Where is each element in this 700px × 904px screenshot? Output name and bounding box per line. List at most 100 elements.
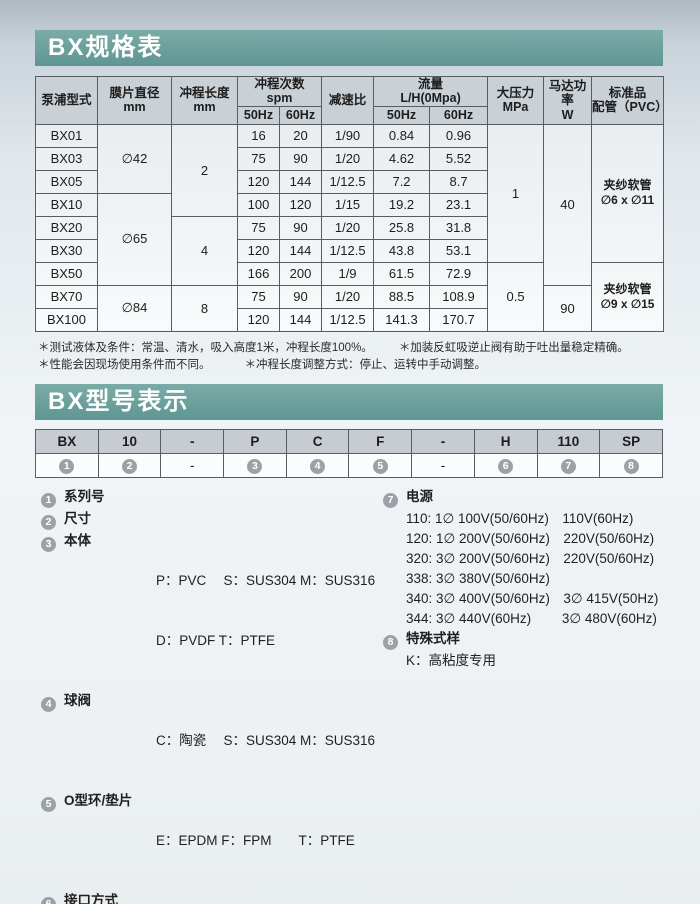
voltage-option: 340: 3∅ 400V(50/60Hz) 3∅ 415V(50Hz) <box>406 590 659 606</box>
legend-label: 球阀 <box>64 692 91 708</box>
voltage-option: 344: 3∅ 440V(60Hz) 3∅ 480V(60Hz) <box>406 610 657 626</box>
legend-codes-line: D：PVDF T：PTFE <box>156 632 276 648</box>
cell-flow60: 0.96 <box>429 123 489 148</box>
model-number-table: BX 10 - P C F - H 110 SP 1 2 - 3 4 5 - 6… <box>35 428 663 478</box>
legend-label: O型环/垫片 <box>64 792 133 808</box>
col-header-stroke-rate: 冲程次数 spm <box>236 76 323 107</box>
special-option: K：高粘度专用 <box>406 652 497 668</box>
section-title-spec: BX规格表 <box>35 30 663 66</box>
cell-flow50: 0.84 <box>373 123 431 148</box>
cell-spm60: 90 <box>278 284 323 309</box>
legend-label: 接口方式 <box>64 892 118 904</box>
marker-3: 3 <box>223 452 287 478</box>
legend-item-connection: 6 接口方式 F：法兰式 H：软管式 K：牙口 U：由令式 <box>41 891 383 904</box>
cell-ratio: 1/20 <box>321 284 375 309</box>
cell-spm50: 75 <box>237 284 280 309</box>
cell-spm60: 200 <box>278 261 323 286</box>
cell-flow60: 8.7 <box>429 169 489 194</box>
cell-flow50: 43.8 <box>373 238 431 263</box>
cell-model: BX05 <box>35 169 98 194</box>
cell-flow60: 108.9 <box>429 284 489 309</box>
cell-spm50: 166 <box>237 261 280 286</box>
cell-spm50: 100 <box>237 192 280 217</box>
legend-codes-line: P：PVC S：SUS304 M：SUS316 <box>156 572 376 588</box>
marker-8: 8 <box>599 452 663 478</box>
spec-footnotes: ＊测试液体及条件：常温、清水，吸入高度1米，冲程长度100%。 ＊加装反虹吸逆止… <box>35 340 663 374</box>
col-header-standard-piping: 标准品 配管（PVC） <box>591 76 668 125</box>
footnote-performance: ＊性能会因现场使用条件而不同。 <box>38 358 211 371</box>
footnote-test-conditions: ＊测试液体及条件：常温、清水，吸入高度1米，冲程长度100%。 <box>38 341 373 354</box>
code-valve: C <box>285 428 350 454</box>
cell-spm50: 120 <box>237 238 280 263</box>
cell-piping-large: 夹纱软管 ∅9 x ∅15 <box>591 261 665 332</box>
cell-flow60: 170.7 <box>429 307 489 332</box>
code-special: SP <box>599 428 663 454</box>
cell-flow50: 19.2 <box>373 192 431 217</box>
col-header-diaphragm-diameter: 膜片直径 mm <box>97 76 172 125</box>
cell-model: BX10 <box>35 192 98 217</box>
code-connection: H <box>473 428 538 454</box>
circled-number-4-icon: 4 <box>310 458 326 474</box>
cell-ratio: 1/15 <box>321 192 375 217</box>
legend-label: 系列号 <box>64 488 105 504</box>
circled-number-2-icon: 2 <box>122 458 138 474</box>
code-size: 10 <box>97 428 162 454</box>
circled-number-8-icon: 8 <box>623 458 639 474</box>
col-header-flow: 流量 L/H(0Mpa) <box>373 76 489 107</box>
legend-right-column: 7 电源 110: 1∅ 100V(50/60Hz) 110V(60Hz) 12… <box>383 487 663 904</box>
voltage-option: 120: 1∅ 200V(50/60Hz) 220V(50/60Hz) <box>406 530 655 546</box>
circled-number-7-icon: 7 <box>560 458 576 474</box>
spec-row-bx05: BX05 120 144 1/12.5 7.2 8.7 <box>35 169 664 194</box>
legend-item-special: 8 特殊式样 <box>383 629 663 651</box>
cell-flow50: 7.2 <box>373 169 431 194</box>
spec-row-bx70: BX70 ∅84 8 75 90 1/20 88.5 108.9 90 <box>35 284 664 332</box>
voltage-option: 338: 3∅ 380V(50/60Hz) <box>406 570 550 586</box>
col-header-pump-model: 泵浦型式 <box>35 76 98 125</box>
cell-diaphragm-42: ∅42 <box>97 123 172 194</box>
col-header-reduction-ratio: 减速比 <box>321 76 375 125</box>
spec-row-bx10: BX10 ∅65 100 120 1/15 19.2 23.1 <box>35 192 664 286</box>
col-header-motor-power: 马达功率 W <box>543 76 593 125</box>
cell-flow50: 4.62 <box>373 146 431 171</box>
circled-number-1-icon: 1 <box>59 458 75 474</box>
subheader-flow-50hz: 50Hz <box>373 105 431 125</box>
subheader-spm-50hz: 50Hz <box>237 105 280 125</box>
cell-flow60: 53.1 <box>429 238 489 263</box>
cell-pressure-05: 0.5 <box>487 261 545 332</box>
cell-flow60: 72.9 <box>429 261 489 286</box>
circled-number-5-icon: 5 <box>372 458 388 474</box>
legend-left-column: 1 系列号 2 尺寸 3 本体 P：PVC S：SUS304 M：SUS316 … <box>41 487 383 904</box>
cell-model: BX01 <box>35 123 98 148</box>
cell-flow50: 141.3 <box>373 307 431 332</box>
cell-flow50: 61.5 <box>373 261 431 286</box>
spec-row-bx100: BX100 120 144 1/12.5 141.3 170.7 <box>35 307 664 332</box>
legend-item-oring: 5 O型环/垫片 E：EPDM F：FPM T：PTFE <box>41 791 383 891</box>
col-header-stroke-length: 冲程长度 mm <box>171 76 238 125</box>
cell-ratio: 1/20 <box>321 146 375 171</box>
marker-4: 4 <box>285 452 350 478</box>
cell-model: BX100 <box>35 307 98 332</box>
voltage-option: 110: 1∅ 100V(50/60Hz) 110V(60Hz) <box>406 510 634 526</box>
cell-pressure-1: 1 <box>487 123 545 263</box>
marker-2: 2 <box>97 452 162 478</box>
cell-stroke-4: 4 <box>171 215 238 286</box>
cell-piping-small: 夹纱软管 ∅6 x ∅11 <box>591 123 665 263</box>
cell-spm50: 16 <box>237 123 280 148</box>
subheader-flow-60hz: 60Hz <box>429 105 489 125</box>
footnote-line-2: ＊性能会因现场使用条件而不同。 ＊冲程长度调整方式：停止、运转中手动调整。 <box>38 357 663 374</box>
legend-item-body: 3 本体 P：PVC S：SUS304 M：SUS316 D：PVDF T：PT… <box>41 531 383 691</box>
cell-ratio: 1/20 <box>321 215 375 240</box>
legend-item-size: 2 尺寸 <box>41 509 383 531</box>
legend-label: 本体 <box>64 532 91 548</box>
cell-ratio: 1/12.5 <box>321 238 375 263</box>
cell-diaphragm-65: ∅65 <box>97 192 172 286</box>
legend-label: 尺寸 <box>64 510 91 526</box>
voltage-option: 320: 3∅ 200V(50/60Hz) 220V(50/60Hz) <box>406 550 655 566</box>
code-dash: - <box>160 428 225 454</box>
code-dash: - <box>411 428 475 454</box>
circled-number-5-icon: 5 <box>41 796 56 812</box>
cell-flow50: 25.8 <box>373 215 431 240</box>
cell-flow50: 88.5 <box>373 284 431 309</box>
cell-power-40: 40 <box>543 123 593 286</box>
